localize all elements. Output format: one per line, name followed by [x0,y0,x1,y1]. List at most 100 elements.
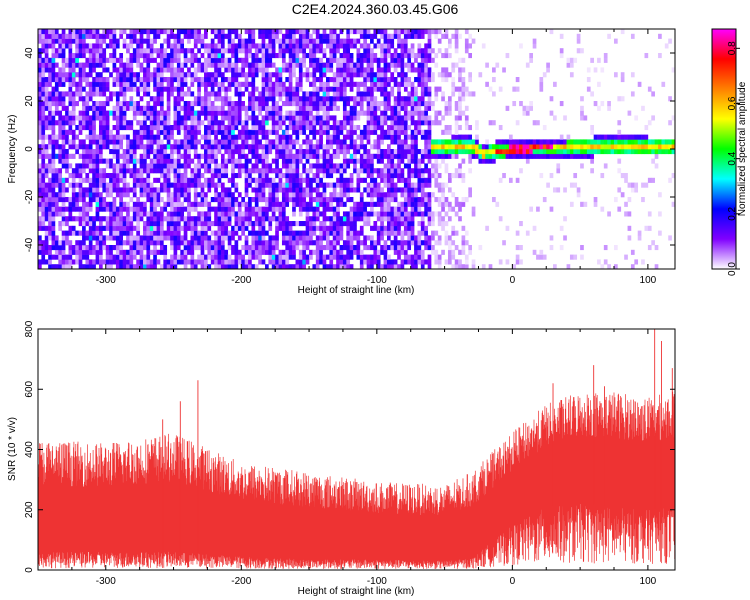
heatmap-cell [159,225,164,231]
heatmap-cell [356,38,361,44]
heatmap-cell [146,264,151,269]
heatmap-cell [143,57,147,63]
heatmap-cell [505,153,510,159]
heatmap-cell [400,211,405,217]
heatmap-cell [241,225,245,231]
heatmap-cell [183,29,188,35]
heatmap-cell [173,206,178,212]
heatmap-cell [447,249,452,255]
heatmap-cell [492,197,496,203]
heatmap-cell [458,101,462,107]
heatmap-cell [170,240,174,246]
heatmap-cell [183,62,188,68]
heatmap-cell [454,29,459,35]
heatmap-cell [112,163,117,169]
heatmap-cell [217,197,222,203]
heatmap-cell [424,206,428,212]
heatmap-cell [207,225,212,231]
heatmap-cell [312,173,317,179]
heatmap-cell [414,67,418,73]
heatmap-cell [149,192,154,198]
heatmap-cell [322,182,327,188]
heatmap-cell [468,139,473,145]
heatmap-cell [295,173,300,179]
heatmap-cell [38,216,42,222]
heatmap-cell [237,153,242,159]
heatmap-cell [115,72,120,78]
heatmap-cell [139,62,144,68]
heatmap-cell [353,163,357,169]
heatmap-cell [332,216,337,222]
heatmap-cell [292,129,296,135]
heatmap-cell [454,230,459,236]
heatmap-cell [163,110,168,116]
heatmap-cell [376,240,381,246]
heatmap-cell [143,53,147,59]
heatmap-cell [383,53,388,59]
heatmap-cell [420,254,425,260]
heatmap-cell [190,230,195,236]
heatmap-cell [92,33,96,39]
heatmap-cell [461,134,466,140]
heatmap-cell [71,139,76,145]
heatmap-cell [464,144,469,150]
heatmap-cell [193,38,198,44]
heatmap-cell [224,225,229,231]
heatmap-cell [502,139,506,145]
heatmap-cell [366,216,371,222]
heatmap-cell [295,91,300,97]
heatmap-cell [82,105,86,111]
heatmap-cell [115,187,120,193]
heatmap-cell [122,201,127,207]
heatmap-cell [454,86,459,92]
heatmap-cell [241,245,245,251]
heatmap-cell [220,168,225,174]
heatmap-cell [115,77,120,83]
heatmap-cell [393,187,398,193]
heatmap-cell [356,206,361,212]
heatmap-cell [38,177,42,183]
heatmap-cell [322,206,327,212]
heatmap-cell [75,197,79,203]
heatmap-cell [393,48,398,54]
heatmap-cell [346,29,351,35]
heatmap-cell [115,206,120,212]
heatmap-cell [88,158,93,164]
heatmap-cell [170,225,174,231]
heatmap-cell [417,245,422,251]
heatmap-cell [44,77,49,83]
heatmap-cell [417,187,422,193]
heatmap-cell [176,182,181,188]
heatmap-cell [278,77,283,83]
heatmap-cell [458,33,462,39]
heatmap-cell [271,110,276,116]
heatmap-cell [458,163,462,169]
heatmap-cell [271,120,276,126]
heatmap-cell [237,48,242,54]
heatmap-cell [105,225,110,231]
heatmap-cell [468,158,473,164]
heatmap-cell [373,144,378,150]
heatmap-cell [434,163,439,169]
heatmap-cell [119,77,124,83]
heatmap-cell [376,134,381,140]
heatmap-cell [41,43,46,49]
heatmap-cell [312,197,317,203]
heatmap-cell [231,144,235,150]
heatmap-cell [126,67,130,73]
heatmap-cell [254,235,259,241]
heatmap-cell [44,211,49,217]
heatmap-cell [88,221,93,227]
heatmap-cell [193,57,198,63]
heatmap-cell [85,125,90,131]
heatmap-cell [454,259,459,265]
heatmap-cell [410,153,415,159]
heatmap-cell [143,29,147,35]
heatmap-cell [109,43,113,49]
heatmap-cell [115,91,120,97]
heatmap-cell [187,221,191,227]
heatmap-cell [122,29,127,35]
heatmap-cell [288,163,293,169]
heatmap-cell [173,43,178,49]
heatmap-cell [102,187,107,193]
